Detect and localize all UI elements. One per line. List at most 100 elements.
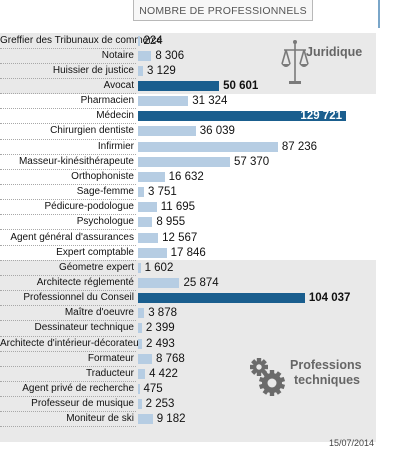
bar-10 — [138, 171, 165, 182]
bar-9 — [138, 156, 230, 167]
row-separator — [0, 411, 136, 413]
gears-icon — [250, 358, 286, 396]
category-label: Chirurgien dentiste — [50, 125, 134, 137]
bar-17 — [138, 277, 180, 288]
bar-4 — [138, 81, 220, 92]
value-label: 3 878 — [148, 307, 177, 320]
value-label: 4 422 — [149, 367, 178, 380]
value-label: 36 039 — [199, 125, 235, 138]
bar-22 — [138, 353, 153, 364]
category-label: Notaire — [101, 49, 134, 61]
value-label: 3 751 — [148, 186, 177, 199]
category-label: Avocat — [103, 80, 134, 92]
value-label: 8 955 — [156, 216, 186, 229]
row-separator — [0, 229, 136, 231]
value-label: 8 306 — [155, 49, 185, 62]
row-separator — [0, 62, 136, 64]
row-separator — [0, 335, 136, 337]
value-label: 9 182 — [156, 413, 186, 426]
category-label: Agent privé de recherche — [22, 383, 134, 395]
category-label: Géometre expert — [58, 261, 134, 273]
scales-of-justice-icon — [281, 40, 309, 84]
value-label: 17 846 — [170, 246, 206, 259]
row-separator — [0, 305, 136, 307]
bar-24 — [138, 384, 140, 395]
row-separator — [0, 168, 136, 170]
value-label: 8 768 — [156, 352, 185, 365]
bar-18 — [138, 293, 305, 304]
category-label: Greffier des Tribunaux de commerce — [0, 34, 163, 46]
row-separator — [0, 365, 136, 367]
value-label: 57 370 — [233, 155, 270, 168]
category-label: Infirmier — [97, 140, 134, 152]
row-separator — [0, 290, 136, 292]
row-separator — [0, 138, 136, 140]
category-label: Dessinateur technique — [34, 322, 134, 334]
group-label-techniques-line-2: techniques — [294, 373, 360, 387]
row-separator — [0, 184, 136, 185]
value-label: 2 253 — [145, 398, 175, 411]
bar-21 — [138, 338, 142, 349]
value-label: 104 037 — [308, 292, 351, 305]
value-label: 25 874 — [183, 276, 219, 289]
bar-14 — [138, 232, 159, 243]
row-separator — [0, 108, 136, 110]
bar-1 — [138, 35, 140, 46]
value-label: 11 695 — [160, 201, 196, 214]
row-separator — [0, 153, 136, 155]
value-label: 2 493 — [145, 337, 175, 350]
bar-26 — [138, 414, 153, 425]
bar-15 — [138, 247, 167, 258]
bar-16 — [138, 262, 141, 273]
bar-11 — [138, 187, 144, 198]
bar-13 — [138, 217, 153, 228]
category-label: Maître d'oeuvre — [64, 307, 134, 319]
row-separator — [0, 123, 136, 125]
category-label: Psychologue — [76, 216, 134, 228]
value-label: 129 721 — [300, 110, 342, 123]
value-label: 224 — [143, 34, 163, 47]
row-separator — [0, 396, 136, 398]
category-label: Masseur-kinésithérapeute — [18, 155, 134, 167]
bar-5 — [138, 96, 189, 107]
bar-3 — [138, 65, 144, 76]
row-separator — [0, 93, 136, 95]
value-label: 31 324 — [192, 95, 228, 108]
category-label: Médecin — [96, 110, 134, 122]
value-label: 475 — [143, 383, 163, 396]
category-label: Agent général d'assurances — [10, 231, 134, 243]
category-label: Orthophoniste — [71, 170, 134, 182]
value-label: 16 632 — [168, 170, 204, 183]
bar-7 — [138, 126, 196, 137]
row-separator — [0, 199, 136, 201]
value-label: 1 602 — [144, 261, 174, 274]
row-separator — [0, 259, 136, 261]
category-label: Traducteur — [86, 367, 134, 379]
category-label: Pédicure-podologue — [44, 201, 134, 213]
category-label: Professeur de musique — [31, 398, 134, 410]
group-label-techniques-line-1: Professions — [290, 358, 362, 372]
bar-8 — [138, 141, 278, 152]
category-label: Sage-femme — [76, 186, 134, 198]
value-label: 12 567 — [162, 231, 198, 244]
bar-2 — [138, 50, 152, 61]
header-accent-rule — [378, 0, 380, 28]
bar-23 — [138, 368, 146, 379]
row-separator — [0, 77, 136, 79]
row-separator — [0, 214, 136, 216]
group-label-juridique: Juridique — [306, 45, 363, 60]
category-label: Architecte d'intérieur-décorateur — [0, 337, 142, 349]
value-label: 50 601 — [223, 80, 259, 93]
bar-25 — [138, 399, 142, 410]
category-label: Formateur — [87, 352, 134, 364]
row-separator — [0, 47, 136, 49]
category-label: Expert comptable — [56, 246, 134, 258]
publication-date: 15/07/2014 — [328, 438, 374, 448]
category-label: Moniteur de ski — [66, 413, 134, 425]
category-label: Professionnel du Conseil — [23, 292, 134, 304]
row-separator — [0, 274, 136, 276]
bar-12 — [138, 202, 157, 213]
value-label: 3 129 — [147, 64, 176, 77]
category-label: Pharmacien — [80, 95, 134, 107]
bar-6 — [138, 111, 346, 122]
